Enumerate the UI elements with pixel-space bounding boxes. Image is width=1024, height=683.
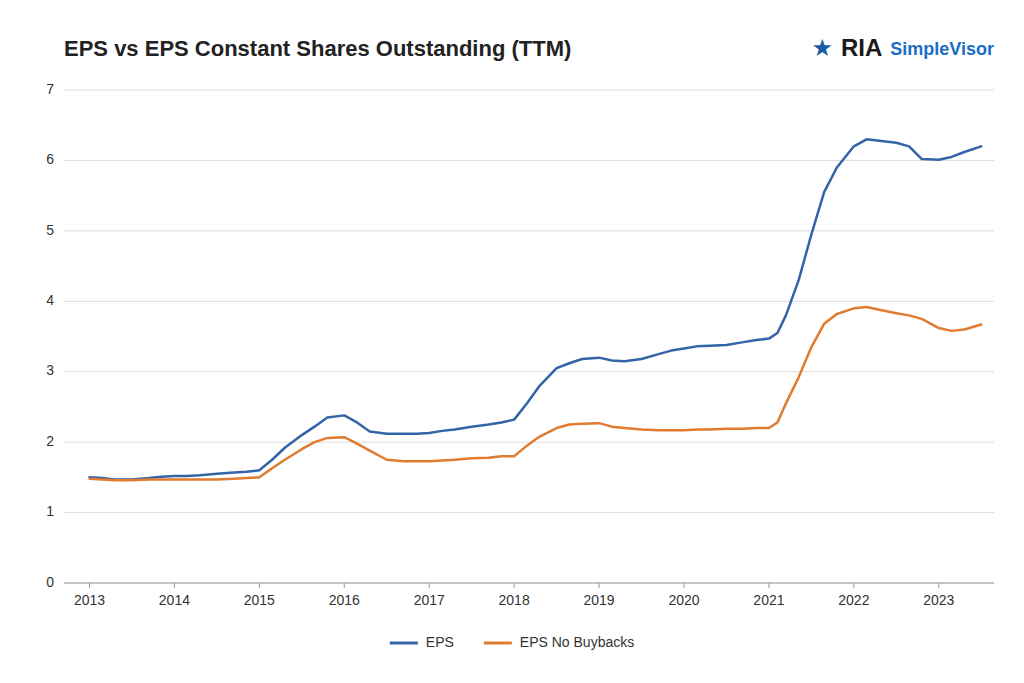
legend-item: EPS No Buybacks xyxy=(484,634,634,650)
x-tick-label: 2020 xyxy=(668,592,699,608)
y-tick-label: 0 xyxy=(46,574,54,590)
y-tick-label: 6 xyxy=(46,151,54,167)
legend-label: EPS xyxy=(426,634,454,650)
x-tick-label: 2013 xyxy=(74,592,105,608)
annotation: ★ xyxy=(811,34,833,61)
x-tick-label: 2017 xyxy=(414,592,445,608)
x-tick xyxy=(684,583,685,588)
annotation: SimpleVisor xyxy=(890,39,994,59)
x-tick xyxy=(514,583,515,588)
x-tick-label: 2018 xyxy=(499,592,530,608)
x-axis: 2013 2014 2015 2016 2017 2018 2019 2020 2021 2022… xyxy=(64,583,994,608)
x-tick xyxy=(938,583,939,588)
x-tick xyxy=(853,583,854,588)
title: EPS vs EPS Constant Shares Outstanding (… xyxy=(64,36,571,61)
x-tick xyxy=(768,583,769,588)
x-tick-label: 2014 xyxy=(159,592,190,608)
legend-item: EPS xyxy=(390,634,454,650)
grid-line xyxy=(64,512,994,513)
grid-line xyxy=(64,160,994,161)
x-axis-line xyxy=(64,583,994,584)
x-tick-label: 2015 xyxy=(244,592,275,608)
legend-swatch xyxy=(484,642,512,645)
legend-label: EPS No Buybacks xyxy=(520,634,634,650)
x-tick-label: 2019 xyxy=(583,592,614,608)
grid-line xyxy=(64,230,994,231)
grid-line xyxy=(64,301,994,302)
series-line xyxy=(89,307,981,480)
series-line xyxy=(89,139,981,479)
legend-swatch xyxy=(390,642,418,645)
x-tick xyxy=(429,583,430,588)
grid-line xyxy=(64,583,994,584)
y-axis: 0 1 2 3 4 5 6 7 xyxy=(46,81,994,590)
x-tick xyxy=(89,583,90,588)
logo: ★ RIA SimpleVisor xyxy=(811,34,994,61)
grid-line xyxy=(64,90,994,91)
x-tick-label: 2021 xyxy=(753,592,784,608)
y-tick-label: 2 xyxy=(46,433,54,449)
x-tick xyxy=(174,583,175,588)
grid-line xyxy=(64,442,994,443)
y-tick-label: 7 xyxy=(46,81,54,97)
chart: EPS vs EPS Constant Shares Outstanding (… xyxy=(0,0,1024,683)
x-tick xyxy=(259,583,260,588)
x-tick xyxy=(344,583,345,588)
x-tick-label: 2023 xyxy=(923,592,954,608)
y-tick-label: 1 xyxy=(46,503,54,519)
lines xyxy=(89,139,981,480)
x-tick xyxy=(599,583,600,588)
x-tick-label: 2022 xyxy=(838,592,869,608)
legend: EPS EPS No Buybacks xyxy=(390,634,634,650)
grid-line xyxy=(64,371,994,372)
annotation: RIA xyxy=(841,34,882,61)
y-tick-label: 5 xyxy=(46,222,54,238)
y-tick-label: 4 xyxy=(46,292,54,308)
y-tick-label: 3 xyxy=(46,362,54,378)
x-tick-label: 2016 xyxy=(329,592,360,608)
